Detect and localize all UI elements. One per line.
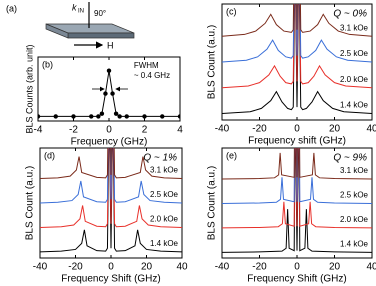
data-point (71, 114, 76, 119)
panel-label: (a) (6, 3, 17, 13)
panel: -40 -20 0 20 40 Frequency shift (GHz) BLS Coun… (207, 3, 376, 147)
x-tick-label: 0 (294, 262, 300, 273)
data-point (113, 111, 119, 116)
data-point (53, 114, 58, 119)
x-tick-label: 0 (294, 124, 300, 135)
data-point (142, 114, 147, 119)
series-label: 3.1 kOe (340, 166, 369, 175)
series-label: 3.1 kOe (150, 166, 179, 175)
series-label: 2.0 kOe (340, 75, 369, 84)
k-sub: IN (78, 9, 84, 15)
sample-side (67, 32, 135, 39)
k-label: k (72, 2, 77, 12)
series-label: 2.0 kOe (340, 215, 369, 224)
x-tick-label: 40 (366, 124, 376, 135)
panel-a: (a) k IN 90° H (6, 2, 135, 50)
series-line (222, 4, 372, 115)
data-point (106, 68, 112, 73)
series-label: 2.5 kOe (150, 190, 179, 199)
x-tick-label: 0 (106, 125, 112, 136)
plot-area (222, 148, 372, 253)
series-label: 1.4 kOe (340, 101, 369, 110)
annotation: Q ~ 1% (143, 153, 177, 164)
y-axis-label: BLS Count (a.u.) (25, 166, 36, 240)
panel-label: (e) (226, 150, 237, 160)
x-axis-label: Frequency shift (GHz) (248, 136, 346, 147)
panel-label: (d) (44, 150, 55, 160)
x-tick-label: -20 (252, 124, 267, 135)
data-point (103, 91, 108, 96)
annotation: Q ~ 9% (333, 153, 367, 164)
panel: -40 -20 0 20 40 Frequency Shift (GHz) BLS Coun… (25, 147, 188, 285)
angle-label: 90° (94, 9, 106, 18)
panel: -40 -20 0 20 40 Frequency Shift (GHz) BLS Coun… (207, 147, 376, 285)
data-point (96, 114, 101, 119)
y-axis-label: BLS Count (a.u.) (207, 25, 218, 99)
series-line (222, 148, 372, 180)
x-tick-label: 20 (141, 262, 153, 273)
series-label: 1.4 kOe (150, 239, 179, 248)
plot-area (222, 4, 372, 115)
x-tick-label: 4 (177, 125, 183, 136)
x-tick-label: -20 (252, 262, 267, 273)
data-point (99, 111, 105, 116)
data-point (38, 114, 41, 119)
series-label: 2.5 kOe (340, 191, 369, 200)
x-tick-label: -2 (69, 125, 78, 136)
data-point (124, 114, 129, 119)
series-line (40, 148, 182, 228)
y-axis-label: BLS Count (a.u.) (207, 166, 218, 240)
data-point (160, 114, 165, 119)
data-point (110, 91, 115, 96)
series-line (40, 148, 182, 204)
series-label: 3.1 kOe (340, 23, 369, 32)
sample-end (45, 23, 69, 39)
x-axis-label: Frequency (GHz) (71, 137, 148, 148)
x-tick-label: 20 (329, 124, 341, 135)
x-tick-label: 0 (108, 262, 114, 273)
series-label: 1.4 kOe (340, 239, 369, 248)
series-line (40, 148, 182, 180)
plot-area (40, 148, 182, 253)
field-label: H (107, 40, 114, 50)
panel: -4 -2 0 2 4 Frequency (GHz) BLS Counts (arb. u… (24, 44, 183, 147)
series-line (222, 4, 372, 37)
series-line (222, 148, 372, 229)
series-label: 2.0 kOe (150, 215, 179, 224)
x-tick-label: -40 (33, 262, 48, 273)
x-tick-label: 40 (366, 262, 376, 273)
x-tick-label: -40 (215, 262, 230, 273)
x-tick-label: -40 (215, 124, 230, 135)
x-tick-label: -4 (34, 125, 43, 136)
x-axis-label: Frequency Shift (GHz) (247, 274, 346, 285)
annotation: Q ~ 0% (333, 9, 367, 20)
series-line (222, 4, 372, 63)
x-tick-label: 2 (142, 125, 148, 136)
series-line (222, 148, 372, 204)
x-tick-label: 20 (329, 262, 341, 273)
series-line (222, 148, 372, 253)
data-point (89, 114, 94, 119)
x-axis-label: Frequency Shift (GHz) (61, 274, 160, 285)
panel-label: (c) (226, 6, 237, 16)
annotation: ~ 0.4 GHz (134, 71, 170, 80)
data-point (177, 114, 180, 119)
annotation: FWHM (134, 61, 159, 70)
x-tick-label: 40 (176, 262, 188, 273)
panel-label: (b) (42, 59, 53, 69)
series-line (222, 4, 372, 89)
series-line (40, 148, 182, 253)
x-tick-label: -20 (68, 262, 83, 273)
y-axis-label: BLS Counts (arb. unit) (24, 44, 34, 133)
series-label: 2.5 kOe (340, 49, 369, 58)
data-point (117, 114, 122, 119)
plot-area (38, 68, 180, 119)
